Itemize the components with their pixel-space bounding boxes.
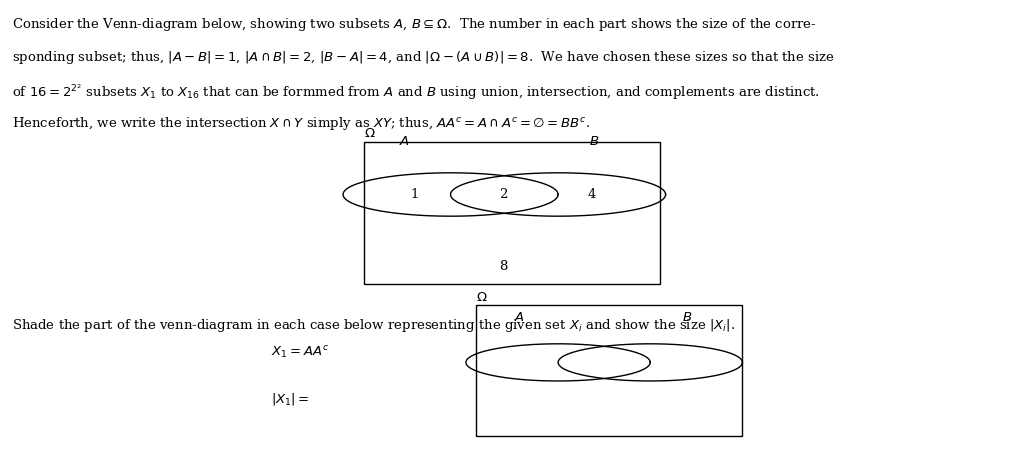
FancyBboxPatch shape <box>476 305 742 436</box>
Text: Henceforth, we write the intersection $X\cap Y$ simply as $XY$; thus, $AA^c = A\: Henceforth, we write the intersection $X… <box>12 115 591 132</box>
FancyBboxPatch shape <box>364 142 660 285</box>
Text: $|X_1| =$: $|X_1| =$ <box>271 390 310 406</box>
Text: $A$: $A$ <box>399 135 411 148</box>
Text: 4: 4 <box>588 187 596 200</box>
Text: 8: 8 <box>500 260 508 273</box>
Text: $A$: $A$ <box>514 310 525 323</box>
Text: $\Omega$: $\Omega$ <box>364 127 375 140</box>
Text: Shade the part of the venn-diagram in each case below representing the given set: Shade the part of the venn-diagram in ea… <box>12 317 735 334</box>
Text: sponding subset; thus, $|A - B| = 1$, $|A \cap B| = 2$, $|B - A| = 4$, and $|\Om: sponding subset; thus, $|A - B| = 1$, $|… <box>12 49 835 66</box>
Text: $B$: $B$ <box>589 135 599 148</box>
Text: $B$: $B$ <box>682 310 692 323</box>
Text: 2: 2 <box>500 187 508 200</box>
Text: Consider the Venn-diagram below, showing two subsets $A$, $B \subseteq \Omega$. : Consider the Venn-diagram below, showing… <box>12 16 817 33</box>
Text: 1: 1 <box>411 187 419 200</box>
Text: $X_1 = AA^c$: $X_1 = AA^c$ <box>271 344 330 360</box>
Text: of $16 = 2^{2^2}$ subsets $X_1$ to $X_{16}$ that can be formmed from $A$ and $B$: of $16 = 2^{2^2}$ subsets $X_1$ to $X_{1… <box>12 82 820 102</box>
Text: $\Omega$: $\Omega$ <box>476 290 487 303</box>
